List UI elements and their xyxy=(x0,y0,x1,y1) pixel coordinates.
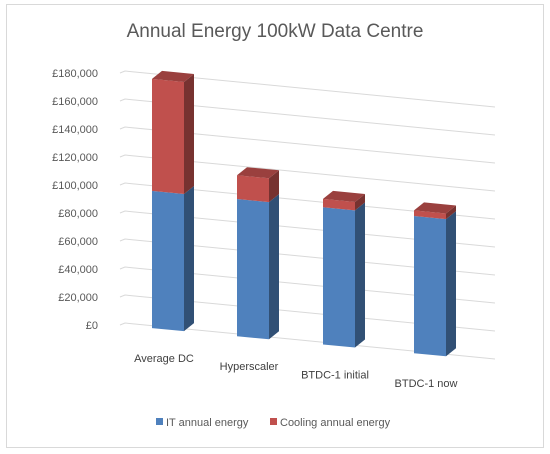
bar-top xyxy=(237,167,279,179)
gridline xyxy=(119,182,496,220)
bar-it xyxy=(414,216,446,357)
y-tick-label: £20,000 xyxy=(58,292,98,304)
bar-side-cooling xyxy=(269,170,279,203)
y-tick-label: £100,000 xyxy=(52,180,98,192)
gridline xyxy=(119,98,496,136)
category-label: Average DC xyxy=(134,353,194,365)
legend: IT annual energy Cooling annual energy xyxy=(156,417,391,429)
y-tick-label: £80,000 xyxy=(58,208,98,220)
y-tick-label: £160,000 xyxy=(52,96,98,108)
legend-label: IT annual energy xyxy=(166,417,249,429)
bar-side-cooling xyxy=(184,73,194,194)
bar-cooling xyxy=(323,198,355,211)
bar-side-it xyxy=(184,185,194,332)
bar-cooling xyxy=(414,210,446,220)
gridline xyxy=(119,322,496,360)
y-tick-label: £40,000 xyxy=(58,264,98,276)
legend-swatch xyxy=(270,418,277,425)
y-tick-label: £60,000 xyxy=(58,236,98,248)
bar-side-it xyxy=(269,194,279,340)
gridline xyxy=(119,238,496,276)
gridline xyxy=(119,210,496,248)
bar-cooling xyxy=(237,175,269,203)
bar-it xyxy=(237,199,269,340)
y-tick-label: £180,000 xyxy=(52,68,98,80)
category-label: BTDC-1 initial xyxy=(301,369,369,381)
y-tick-label: £120,000 xyxy=(52,152,98,164)
bar-side-it xyxy=(446,211,456,357)
bar-side-it xyxy=(355,202,365,348)
gridline xyxy=(119,154,496,192)
gridlines xyxy=(119,70,496,360)
gridline xyxy=(119,266,496,304)
gridline xyxy=(119,126,496,164)
legend-swatch xyxy=(156,418,163,425)
bar-cooling xyxy=(152,78,184,194)
bar-top xyxy=(152,70,194,82)
bar-side-cooling xyxy=(355,193,365,211)
gridline xyxy=(119,294,496,332)
y-tick-label: £0 xyxy=(86,320,98,332)
bar-top xyxy=(414,202,456,214)
x-axis-categories: Average DC Hyperscaler BTDC-1 initial BTDC-… xyxy=(134,353,457,390)
gridline xyxy=(119,70,496,108)
bar-it xyxy=(323,207,355,348)
category-label: BTDC-1 now xyxy=(395,378,458,390)
bar-side-cooling xyxy=(446,205,456,220)
bar-top xyxy=(323,190,365,202)
bar-it xyxy=(152,190,184,332)
category-label: Hyperscaler xyxy=(220,361,279,373)
y-tick-label: £140,000 xyxy=(52,124,98,136)
y-axis-ticks: £0 £20,000 £40,000 £60,000 £80,000 £100,000 £1… xyxy=(52,68,98,332)
legend-label: Cooling annual energy xyxy=(280,417,391,429)
bars xyxy=(152,70,456,357)
chart-title: Annual Energy 100kW Data Centre xyxy=(127,21,424,42)
